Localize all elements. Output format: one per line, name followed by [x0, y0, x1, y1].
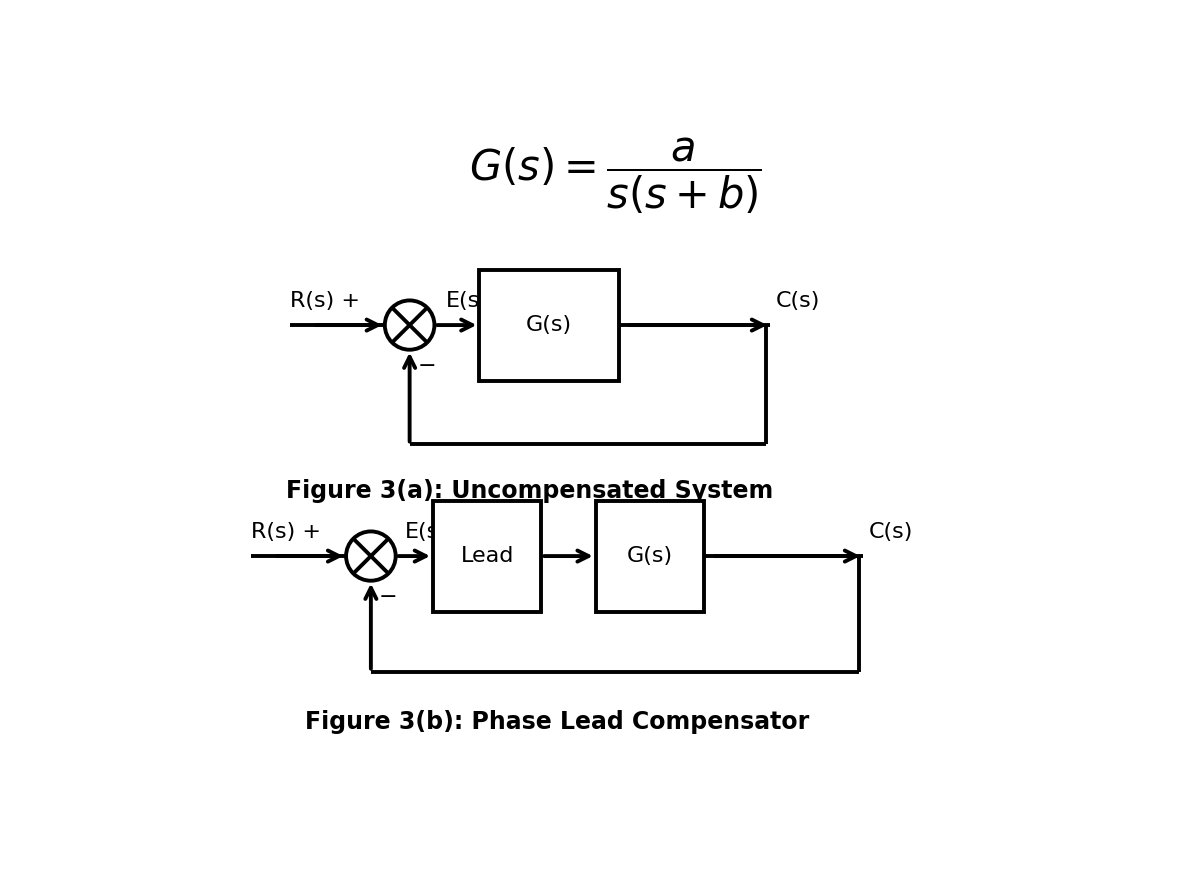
Text: C(s): C(s) — [776, 291, 821, 311]
Text: C(s): C(s) — [869, 522, 913, 542]
Bar — [595, 501, 704, 612]
Text: R(s) +: R(s) + — [289, 291, 360, 311]
Text: $G(s) = \dfrac{a}{s(s + b)}$: $G(s) = \dfrac{a}{s(s + b)}$ — [468, 137, 762, 216]
Text: E(s): E(s) — [404, 522, 448, 542]
Text: G(s): G(s) — [626, 547, 673, 566]
Bar — [479, 270, 619, 380]
Text: Figure 3(a): Uncompensated System: Figure 3(a): Uncompensated System — [286, 479, 773, 503]
Text: Lead: Lead — [461, 547, 514, 566]
Text: E(s): E(s) — [446, 291, 488, 311]
Text: −: − — [379, 587, 397, 607]
Text: R(s) +: R(s) + — [251, 522, 320, 542]
Text: −: − — [418, 356, 436, 376]
Bar — [433, 501, 541, 612]
Text: Figure 3(b): Phase Lead Compensator: Figure 3(b): Phase Lead Compensator — [305, 710, 809, 734]
Text: G(s): G(s) — [526, 315, 572, 335]
